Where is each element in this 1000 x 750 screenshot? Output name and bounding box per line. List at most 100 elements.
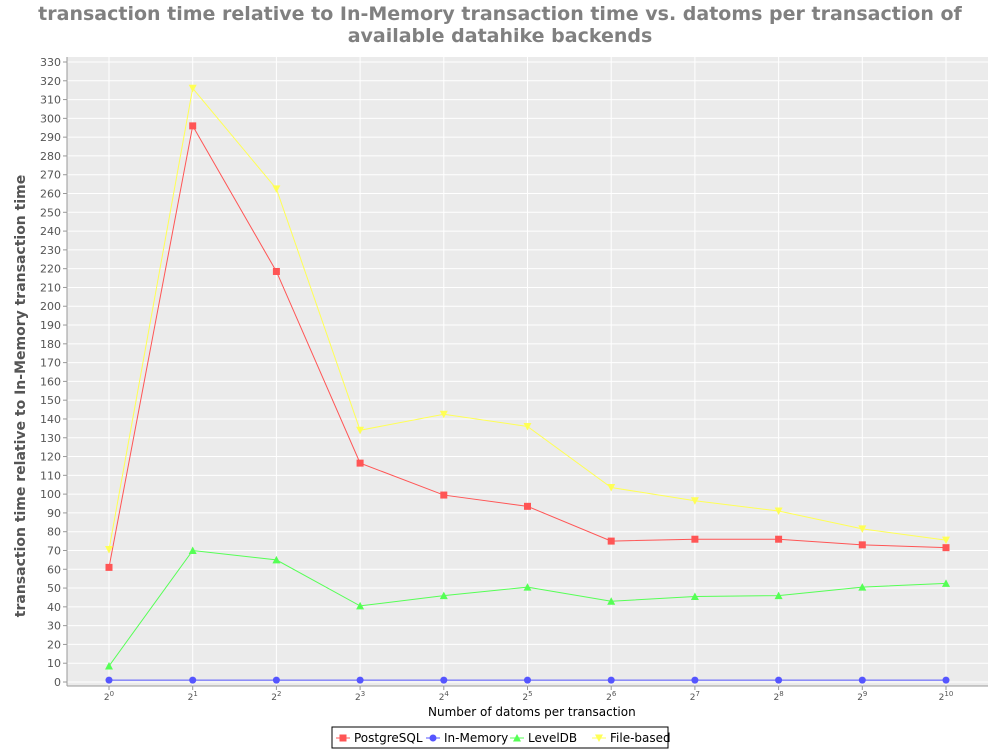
legend-marker-leveldb <box>513 734 521 742</box>
data-point-leveldb <box>942 579 950 587</box>
data-point-postgresql <box>356 459 364 467</box>
data-point-in-memory <box>440 676 448 684</box>
x-tick-label: 25 <box>522 690 532 703</box>
data-point-leveldb <box>439 591 448 600</box>
x-tick-label: 21 <box>188 690 198 703</box>
y-tick-label: 80 <box>47 526 61 539</box>
y-tick-label: 250 <box>40 206 61 219</box>
data-point-file-based <box>105 546 113 554</box>
y-tick-label: 310 <box>40 94 61 107</box>
y-tick-label: 30 <box>47 620 61 633</box>
y-tick-label: 320 <box>40 75 61 88</box>
data-point-leveldb <box>690 592 699 601</box>
y-tick-label: 0 <box>54 676 61 689</box>
y-tick-label: 40 <box>47 601 61 614</box>
data-point-in-memory <box>858 676 866 684</box>
legend-box <box>331 726 669 749</box>
data-point-postgresql <box>858 541 866 549</box>
data-point-postgresql <box>942 544 950 552</box>
data-point-leveldb <box>188 546 197 554</box>
x-tick-label: 22 <box>271 690 281 703</box>
data-point-postgresql <box>524 502 531 510</box>
data-point-postgresql <box>691 535 699 543</box>
data-point-in-memory <box>942 676 950 684</box>
data-point-postgresql <box>440 491 448 499</box>
y-tick-label: 130 <box>40 432 61 445</box>
y-tick-label: 230 <box>40 244 61 257</box>
y-tick-label: 160 <box>40 375 61 388</box>
x-tick-label: 23 <box>355 690 365 703</box>
x-tick-label: 26 <box>606 690 617 703</box>
data-point-in-memory <box>691 676 699 684</box>
y-tick-label: 100 <box>40 488 61 501</box>
legend-label-file-based: File-based <box>610 731 671 745</box>
y-tick-label: 330 <box>40 56 61 69</box>
data-point-in-memory <box>272 676 280 684</box>
legend-marker-postgresql <box>339 734 347 742</box>
data-point-in-memory <box>356 676 364 684</box>
legend-label-postgresql: PostgreSQL <box>354 731 423 745</box>
legend-label-leveldb: LevelDB <box>528 731 577 745</box>
legend-marker-file-based <box>595 734 603 742</box>
x-tick-label: 24 <box>439 690 450 703</box>
data-point-file-based <box>942 536 950 545</box>
data-point-file-based <box>356 426 365 435</box>
data-point-file-based <box>858 525 867 533</box>
y-tick-label: 260 <box>40 188 61 201</box>
data-point-leveldb <box>272 555 281 564</box>
y-tick-label: 190 <box>40 319 61 332</box>
data-point-in-memory <box>524 676 531 684</box>
data-point-leveldb <box>105 662 113 670</box>
data-point-in-memory <box>105 676 113 684</box>
y-tick-label: 20 <box>47 638 61 651</box>
x-tick-label: 28 <box>773 690 783 703</box>
data-point-file-based <box>188 84 197 93</box>
y-tick-label: 200 <box>40 300 61 313</box>
data-point-postgresql <box>189 122 197 130</box>
grid-lines <box>67 57 988 686</box>
y-tick-label: 10 <box>47 657 61 670</box>
data-point-leveldb <box>607 597 616 605</box>
legend: PostgreSQL In-Memory LevelDB File-based <box>331 726 671 749</box>
data-point-in-memory <box>775 676 783 684</box>
y-axis-label: transaction time relative to In-Memory t… <box>13 175 29 617</box>
y-tick-label: 270 <box>40 169 61 182</box>
y-tick-label: 90 <box>47 507 61 520</box>
y-axis: 0 10 20 30 40 50 60 70 80 90 100 110 120 130 140 150 160… <box>40 56 68 689</box>
y-tick-label: 290 <box>40 131 61 144</box>
x-tick-label: 29 <box>857 690 867 703</box>
x-tick-label: 210 <box>939 690 954 703</box>
legend-marker-in-memory <box>429 734 437 742</box>
chart-title-line-2: available datahike backends <box>347 25 653 47</box>
y-tick-label: 170 <box>40 357 61 370</box>
y-tick-label: 50 <box>47 582 61 595</box>
y-tick-label: 300 <box>40 112 61 125</box>
x-tick-label: 27 <box>690 690 700 703</box>
data-point-leveldb <box>523 583 532 591</box>
data-point-postgresql <box>775 535 783 543</box>
y-tick-label: 60 <box>47 563 61 576</box>
y-tick-label: 70 <box>47 544 61 557</box>
x-tick-label: 20 <box>104 690 114 703</box>
data-point-file-based <box>607 484 616 492</box>
data-point-file-based <box>272 185 281 193</box>
y-tick-label: 180 <box>40 338 61 351</box>
data-point-file-based <box>690 497 699 505</box>
x-axis: 20 21 22 23 24 25 26 27 28 29 210 <box>67 685 988 703</box>
chart-title-line-1: transaction time relative to In-Memory t… <box>38 3 962 25</box>
x-axis-label: Number of datoms per transaction <box>428 705 636 719</box>
data-point-leveldb <box>774 591 783 600</box>
data-point-postgresql <box>607 537 615 545</box>
data-point-in-memory <box>607 676 615 684</box>
data-point-in-memory <box>189 676 197 684</box>
data-point-postgresql <box>272 267 280 275</box>
data-point-leveldb <box>858 583 867 591</box>
data-point-leveldb <box>356 601 365 610</box>
y-tick-label: 140 <box>40 413 61 426</box>
data-point-postgresql <box>105 563 113 571</box>
series-markers <box>105 84 950 684</box>
y-tick-label: 280 <box>40 150 61 163</box>
data-point-file-based <box>439 410 448 419</box>
y-tick-label: 120 <box>40 451 61 464</box>
